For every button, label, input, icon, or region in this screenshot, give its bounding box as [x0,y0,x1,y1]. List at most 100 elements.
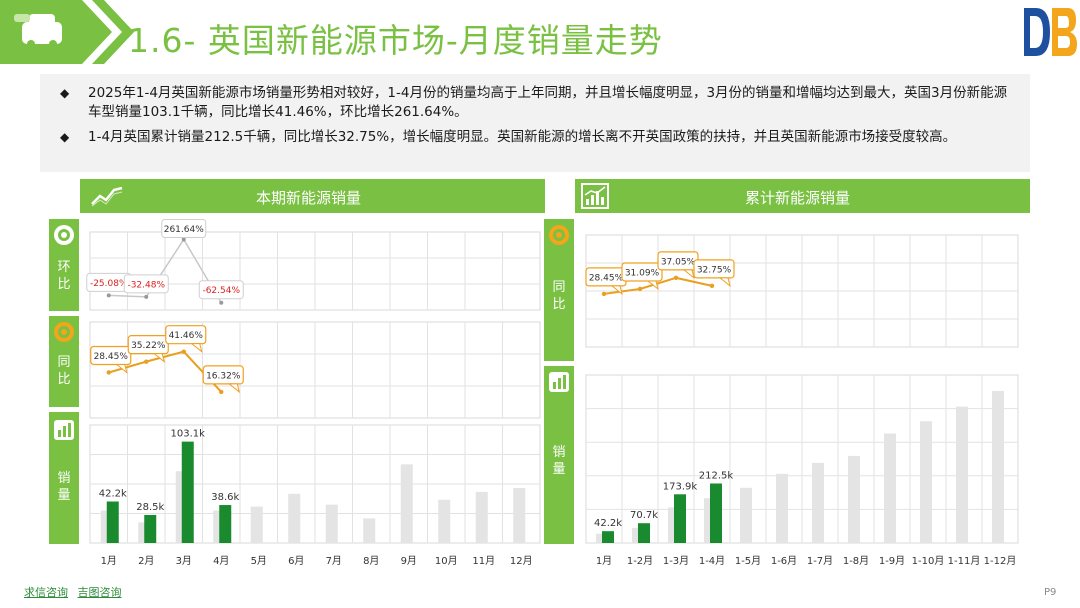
cum-x-tick-label: 1-3月 [663,555,689,567]
callout: 32.75% [693,259,735,288]
x-tick-label: 2月 [138,555,154,567]
callout-label: 31.09% [625,268,660,278]
yoy-point [106,370,111,375]
target-icon [54,322,74,342]
callout: 28.45% [90,345,132,374]
callout-pointer [227,383,241,394]
callout: 41.46% [165,325,207,353]
mom-point [219,300,224,305]
cum-bar-current-year [674,494,686,543]
target-icon [549,225,569,245]
tab-cum-yoy-label: 同比 [552,280,566,312]
cum-x-tick-label: 1-8月 [843,555,869,567]
footer-links: 求信咨询 吉图咨询 [24,584,128,600]
mom-label: -25.08% [90,279,128,289]
right-panel-header: 累计新能源销量 [575,179,1030,213]
bar-icon [54,420,74,440]
callout-box [621,262,663,282]
tab-mom: 环比 [49,219,79,311]
cum-x-tick-label: 1-2月 [627,555,653,567]
bar-data-label: 28.5k [136,502,164,513]
tab-yoy: 同比 [49,316,79,407]
mom-point [181,237,186,242]
mom-label: -62.54% [202,286,240,296]
car-icon [14,14,62,48]
callout-label: 32.75% [697,265,732,275]
x-tick-label: 6月 [288,555,304,567]
x-tick-label: 12月 [510,555,533,567]
cum-bar-data-label: 173.9k [663,481,698,492]
cum-bar-prev-year [740,487,752,543]
bar-prev-year [438,499,451,543]
callout-label: 28.45% [589,273,624,283]
callout-pointer [646,280,659,291]
x-tick-label: 4月 [213,555,229,567]
page-title: 1.6- 英国新能源市场-月度销量走势 [128,21,663,60]
bar-prev-year [400,464,413,543]
callout-pointer [682,269,695,280]
cum-x-tick-label: 1-9月 [879,555,905,567]
bar-icon [549,372,569,392]
mom-callout: 261.64% [161,218,207,238]
callout-box [693,259,735,279]
chart-icon [581,183,609,209]
cum-x-tick-label: 1-11月 [948,555,981,567]
cum-bar-prev-year [776,473,788,543]
mom-line [108,238,222,304]
cum-yoy-point [601,291,607,297]
tab-yoy-label: 同比 [57,355,71,387]
tab-cum-sales: 销量 [544,366,574,544]
bar-data-label: 103.1k [171,429,206,440]
tab-cum-yoy: 同比 [544,219,574,361]
cum-bar-prev-year [920,421,932,543]
cum-yoy-point [673,275,679,281]
bar-prev-year [325,504,338,543]
callout-box [90,345,132,366]
x-tick-label: 7月 [326,555,342,567]
cum-bar-data-label: 70.7k [630,510,658,521]
footer-link-jitu[interactable]: 吉图咨询 [77,586,122,599]
mom-point [144,294,149,299]
tab-mom-label: 环比 [57,260,71,292]
callout-label: 28.45% [94,352,129,362]
callout: 31.09% [621,262,663,291]
diamond-icon: ◆ [60,86,70,100]
brand-logo [1024,8,1077,56]
callout-label: 16.32% [206,371,241,381]
bar-prev-year [363,518,376,543]
x-tick-label: 5月 [251,555,267,567]
x-tick-label: 3月 [176,555,192,567]
cum-bar-prev-year [884,433,896,543]
callout: 16.32% [202,365,244,394]
cum-bar-current-year [602,531,614,543]
footer-link-qiuxin[interactable]: 求信咨询 [24,586,68,599]
yoy-point [144,359,149,364]
tab-sales-label: 销量 [57,471,71,503]
callout-label: 37.05% [661,257,696,267]
cum-yoy-point [709,283,715,289]
cum-bar-current-year [710,483,722,543]
cum-x-tick-label: 1-4月 [699,555,725,567]
diamond-icon: ◆ [60,130,70,144]
bar-current-year [219,505,232,543]
mom-label: 261.64% [164,225,204,235]
cum-x-tick-label: 1-5月 [735,555,761,567]
cum-x-tick-label: 1-10月 [912,555,945,567]
cum-yoy-point [637,286,643,292]
tab-sales: 销量 [49,412,79,544]
x-tick-label: 9月 [401,555,417,567]
callout-box [165,325,207,345]
bar-current-year [144,514,157,543]
callout-label: 41.46% [169,331,204,341]
callout-pointer [610,285,623,296]
yoy-point [219,389,224,395]
callout-box [161,218,207,238]
bar-data-label: 42.2k [99,489,127,500]
yoy-line [108,350,222,393]
cum-bar-data-label: 212.5k [699,471,734,482]
yoy-point [181,349,186,354]
bar-prev-year [250,506,263,543]
header-bar [0,0,1077,64]
mom-callout: -32.48% [123,274,169,294]
